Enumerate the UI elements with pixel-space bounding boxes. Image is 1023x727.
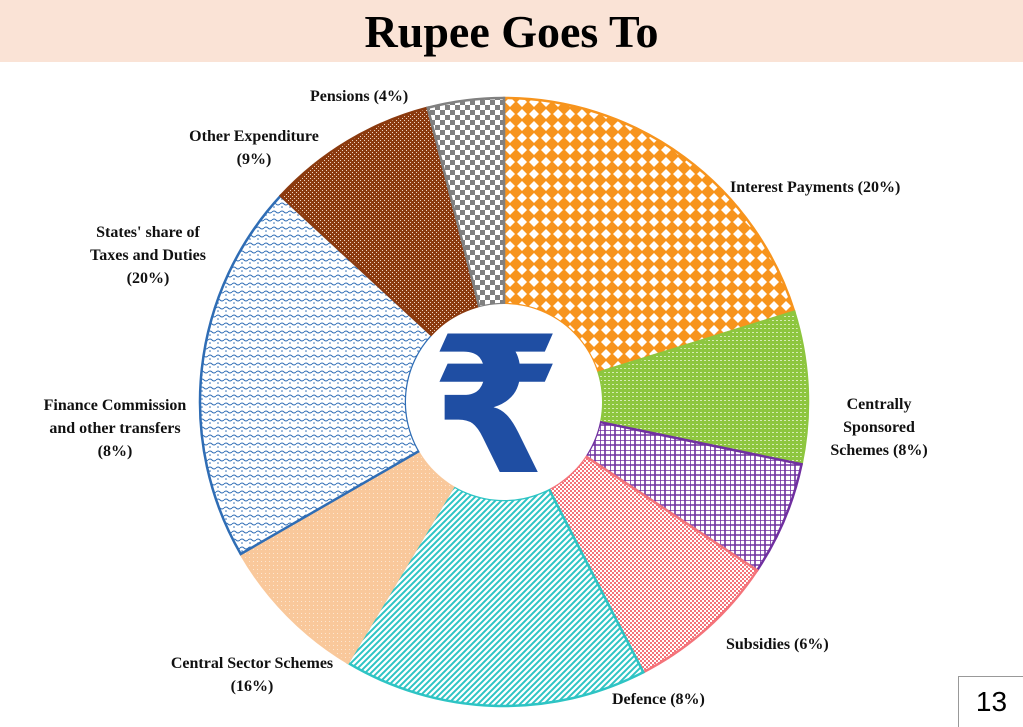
label-subsidies: Subsidies (6%)	[726, 636, 829, 653]
label-states-share: States' share of Taxes and Duties (20%)	[90, 224, 206, 287]
label-defence: Defence (8%)	[612, 691, 705, 708]
donut-hole	[406, 304, 602, 500]
page-number: 13	[958, 676, 1023, 727]
page-title: Rupee Goes To	[364, 5, 659, 57]
label-interest-payments: Interest Payments (20%)	[730, 179, 901, 196]
label-centrally-sponsored: Centrally Sponsored Schemes (8%)	[830, 396, 928, 459]
label-finance-commission: Finance Commission and other transfers (…	[43, 397, 187, 460]
label-pensions: Pensions (4%)	[310, 88, 409, 105]
title-bar: Rupee Goes To	[0, 0, 1023, 62]
rupee-icon: ₹	[430, 296, 562, 517]
label-other-expenditure: Other Expenditure (9%)	[189, 128, 319, 168]
label-central-sector: Central Sector Schemes (16%)	[170, 655, 334, 695]
